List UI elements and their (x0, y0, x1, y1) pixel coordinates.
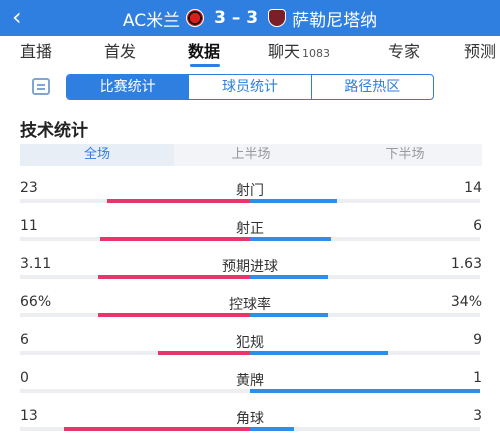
tab-label: 直播 (20, 42, 53, 61)
away-stat-bar (250, 427, 294, 431)
subtabs-row: 比赛统计 球员统计 路径热区 (0, 72, 500, 102)
stat-label: 黄牌 (236, 373, 264, 389)
stat-label: 控球率 (229, 297, 271, 313)
stat-row: 11 射正 6 (0, 218, 500, 258)
tab-live[interactable]: 直播 (20, 38, 52, 62)
stat-label: 预期进球 (222, 259, 278, 275)
stat-row: 66% 控球率 34% (0, 294, 500, 334)
chevron-left-icon[interactable]: ‹ (12, 3, 22, 31)
section-title: 技术统计 (20, 121, 88, 141)
home-stat-value: 3.11 (20, 256, 52, 272)
away-stat-bar (250, 313, 328, 317)
home-stat-value: 0 (20, 370, 29, 386)
home-stat-value: 6 (20, 332, 29, 348)
home-stat-value: 11 (20, 218, 38, 234)
stat-row: 0 黄牌 1 (0, 370, 500, 410)
match-summary: AC米兰 3 – 3 萨勒尼塔纳 (0, 0, 500, 36)
tab-lineup[interactable]: 首发 (104, 38, 136, 62)
stat-row: 3.11 预期进球 1.63 (0, 256, 500, 296)
subtab-player-stats[interactable]: 球员统计 (189, 75, 312, 99)
away-stat-value: 3 (473, 408, 482, 424)
tab-label: 首发 (104, 42, 137, 61)
tab-expert[interactable]: 专家 (388, 38, 420, 62)
stat-row: 23 射门 14 (0, 180, 500, 220)
tab-label: 专家 (388, 42, 421, 61)
home-stat-value: 23 (20, 180, 38, 196)
home-stat-bar (158, 351, 250, 355)
away-stat-bar (250, 237, 331, 241)
salernitana-badge-icon (268, 9, 287, 27)
stat-row: 6 犯规 9 (0, 332, 500, 372)
home-stat-bar (100, 237, 250, 241)
period-full-match[interactable]: 全场 (20, 144, 174, 166)
home-stat-value: 13 (20, 408, 38, 424)
match-header: ‹ AC米兰 3 – 3 萨勒尼塔纳 (0, 0, 500, 36)
home-stat-value: 66% (20, 294, 52, 310)
tab-label: 聊天 (268, 42, 301, 61)
stat-row: 13 角球 3 (0, 408, 500, 440)
tab-chat[interactable]: 聊天 1083 (268, 38, 330, 62)
away-stat-bar (250, 351, 388, 355)
ac-milan-badge-icon (186, 9, 205, 27)
subtab-match-stats[interactable]: 比赛统计 (67, 75, 190, 99)
home-team-name: AC米兰 (122, 10, 181, 31)
away-stat-value: 1.63 (450, 256, 482, 272)
home-stat-bar (64, 427, 250, 431)
away-stat-bar (250, 199, 337, 203)
away-stat-bar (250, 275, 328, 279)
away-stat-value: 34% (450, 294, 482, 310)
subtab-heatmap[interactable]: 路径热区 (344, 79, 401, 95)
period-selector: 全场 上半场 下半场 (20, 144, 482, 166)
active-tab-indicator (190, 64, 220, 67)
tab-label: 预测 (464, 42, 497, 61)
away-team-name: 萨勒尼塔纳 (292, 10, 378, 31)
tab-label: 数据 (188, 42, 221, 61)
period-second-half[interactable]: 下半场 (385, 147, 425, 162)
away-stat-value: 9 (473, 332, 482, 348)
stat-label: 角球 (236, 411, 264, 427)
match-score: 3 – 3 (214, 8, 259, 28)
stat-label: 犯规 (236, 335, 264, 351)
stat-label: 射正 (236, 221, 264, 237)
stats-subtabs: 比赛统计 球员统计 路径热区 (66, 74, 434, 100)
away-stat-value: 6 (473, 218, 482, 234)
stat-label: 射门 (236, 183, 264, 199)
chat-count: 1083 (302, 47, 331, 60)
document-icon[interactable] (32, 78, 50, 95)
home-stat-bar (107, 199, 250, 203)
period-first-half[interactable]: 上半场 (231, 147, 271, 162)
home-stat-bar (98, 275, 250, 279)
away-stat-bar (250, 389, 480, 393)
home-stat-bar (98, 313, 250, 317)
away-stat-value: 14 (464, 180, 482, 196)
tab-prediction[interactable]: 预测 (464, 38, 496, 62)
tab-data[interactable]: 数据 (188, 38, 220, 62)
main-tabs: 直播 首发 数据 聊天 1083 专家 预测 (0, 36, 500, 72)
away-stat-value: 1 (473, 370, 482, 386)
